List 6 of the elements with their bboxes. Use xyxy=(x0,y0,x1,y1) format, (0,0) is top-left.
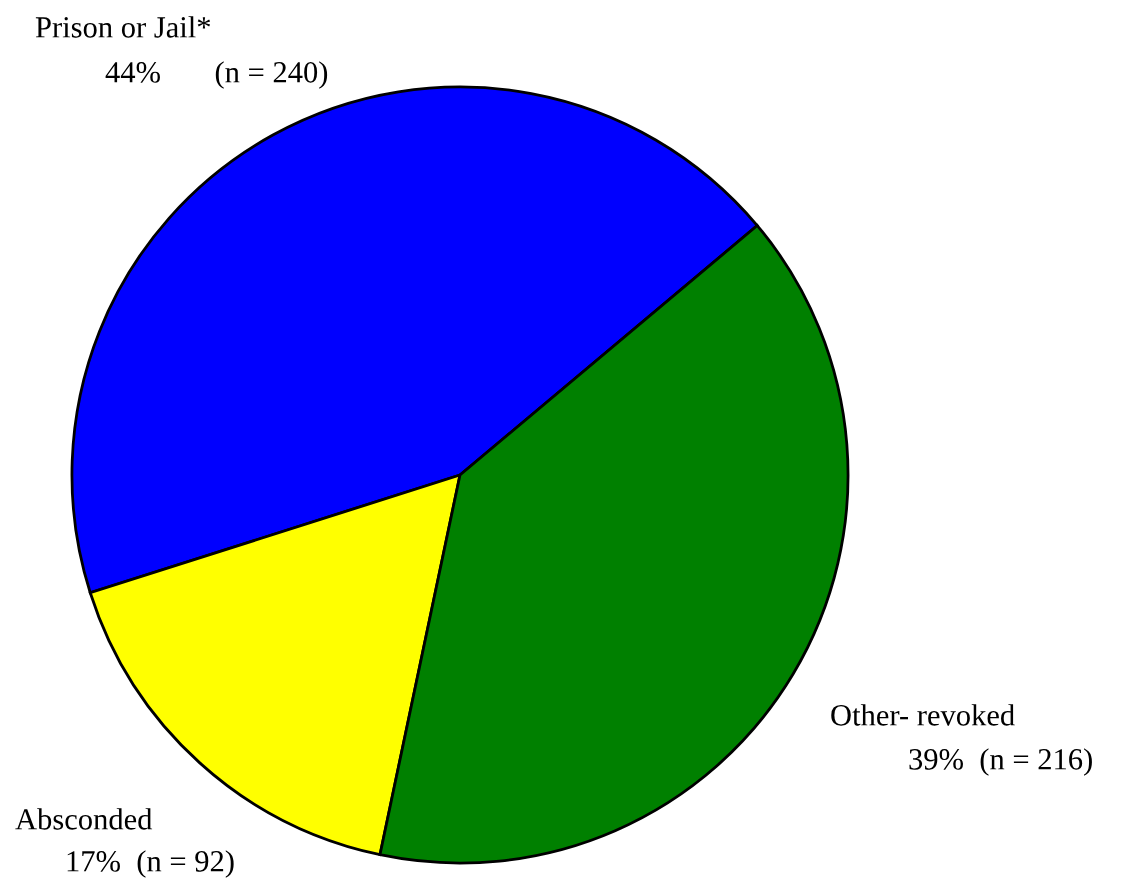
data-label: 17% (n = 92) xyxy=(67,850,234,878)
slice-label: Prison or Jail* xyxy=(35,16,211,38)
slice-label: Absconded xyxy=(15,808,153,830)
data-label: 39% (n = 216) xyxy=(909,748,1092,776)
data-label: 44% (n = 240) xyxy=(105,61,328,89)
slice-label: Other- revoked xyxy=(831,704,1015,726)
